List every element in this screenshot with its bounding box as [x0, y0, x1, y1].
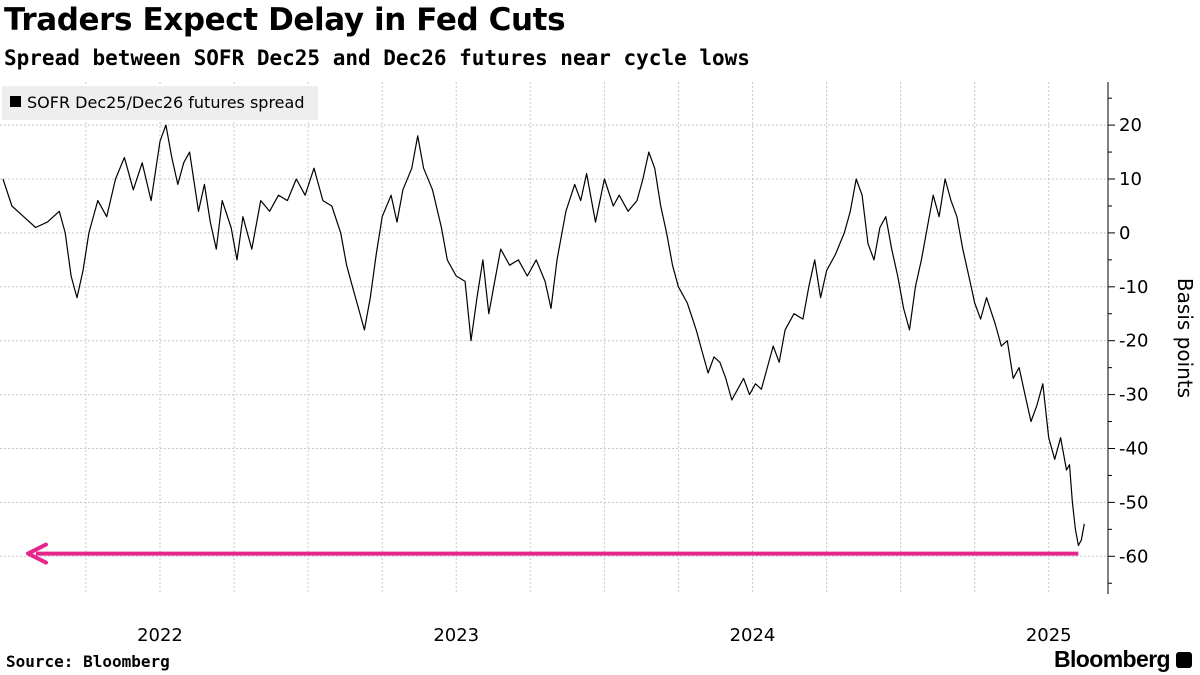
series-line-0: [2, 124, 1085, 547]
x-tick-label: 2023: [433, 625, 479, 646]
y-tick-label: -40: [1119, 438, 1148, 459]
annotations-group: [26, 542, 1079, 565]
y-tick-label: -10: [1119, 277, 1148, 298]
legend-background: [2, 86, 318, 120]
y-tick-label: -30: [1119, 385, 1148, 406]
x-tick-label: 2024: [730, 625, 776, 646]
x-tick-label: 2022: [137, 625, 183, 646]
annotation-arrowhead: [26, 542, 48, 565]
bloomberg-chart-icon: [1176, 651, 1192, 668]
y-tick-label: 10: [1119, 169, 1142, 190]
y-tick-label: 20: [1119, 115, 1142, 136]
series-group: [2, 124, 1085, 547]
chart-title: Traders Expect Delay in Fed Cuts: [4, 2, 566, 38]
y-axis-title: Basis points: [1173, 278, 1197, 398]
y-tick-label: 0: [1119, 223, 1130, 244]
chart-subtitle: Spread between SOFR Dec25 and Dec26 futu…: [4, 46, 750, 70]
y-tick-label: -20: [1119, 331, 1148, 352]
source-note: Source: Bloomberg: [6, 652, 170, 671]
y-tick-label: -50: [1119, 492, 1148, 513]
y-tick-label: -60: [1119, 546, 1148, 567]
brand-name: Bloomberg: [1054, 646, 1171, 672]
legend-swatch: [10, 96, 21, 107]
legend: SOFR Dec25/Dec26 futures spread: [2, 86, 318, 120]
grid: [0, 82, 1108, 594]
legend-entry: SOFR Dec25/Dec26 futures spread: [27, 93, 304, 112]
y-axis: 20 10 0 -10 -20 -30 -40 -50 -60: [1107, 82, 1148, 594]
brand-logo: Bloomberg: [1054, 646, 1192, 673]
x-axis: 2022 2023 2024 2025: [137, 625, 1072, 646]
x-tick-label: 2025: [1026, 625, 1072, 646]
